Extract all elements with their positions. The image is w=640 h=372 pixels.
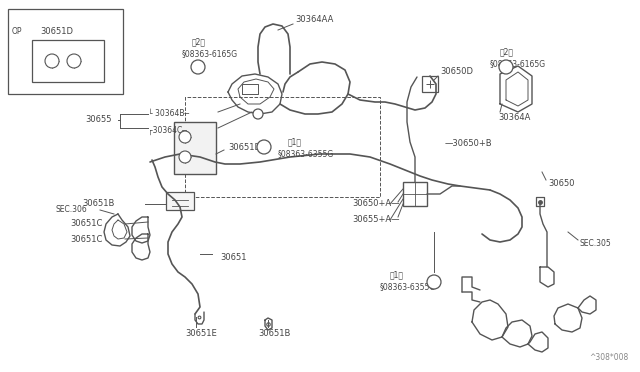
Circle shape [253,109,263,119]
Bar [185,97,380,197]
Text: S: S [196,64,200,70]
Text: 30651C: 30651C [70,235,102,244]
Text: 30655+A—: 30655+A— [352,215,399,224]
Text: SEC.305: SEC.305 [580,240,612,248]
Bar [32,40,104,82]
Text: OP: OP [12,28,22,36]
Text: §08363-6355G: §08363-6355G [278,150,334,158]
Circle shape [45,54,59,68]
Text: 30364AA: 30364AA [295,16,333,25]
Text: S: S [262,144,266,150]
Text: 30655: 30655 [85,115,111,125]
Circle shape [191,60,205,74]
Text: 30651C: 30651C [70,219,102,228]
Text: S: S [503,65,507,71]
Text: 30651B: 30651B [82,199,115,208]
Text: 30651D: 30651D [228,142,261,151]
Text: 30651B: 30651B [258,330,291,339]
Bar [403,182,427,206]
Text: S: S [504,64,508,70]
Text: §08363-6165G: §08363-6165G [182,49,238,58]
Text: 30650D: 30650D [440,67,473,77]
Bar [166,192,194,210]
Circle shape [499,60,513,74]
Circle shape [500,63,510,73]
Bar [174,122,216,174]
Circle shape [179,131,191,143]
Text: ^308*008: ^308*008 [589,353,628,362]
Text: 30650: 30650 [548,180,575,189]
Text: 30651: 30651 [220,253,246,262]
Text: S: S [432,279,436,285]
Text: §08363-6165G: §08363-6165G [490,60,546,68]
Text: 30364A: 30364A [498,112,531,122]
Circle shape [427,275,441,289]
Text: SEC.306: SEC.306 [55,205,87,215]
Text: §08363-6355G: §08363-6355G [380,282,436,292]
Text: 30650+A—: 30650+A— [352,199,399,208]
Text: ┌30364C─: ┌30364C─ [148,125,187,135]
Circle shape [179,151,191,163]
Text: 30651D: 30651D [40,28,73,36]
Text: └ 30364B─: └ 30364B─ [148,109,189,119]
Text: S: S [256,111,260,117]
Text: 30651E: 30651E [185,330,217,339]
Circle shape [257,140,271,154]
Text: （2）: （2） [500,48,514,57]
Text: —30650+B: —30650+B [445,140,493,148]
Text: （1）: （1） [288,138,302,147]
Text: （1）: （1） [390,270,404,279]
Text: （2）: （2） [192,38,206,46]
Bar [422,76,438,92]
Circle shape [67,54,81,68]
Bar [8,9,123,94]
